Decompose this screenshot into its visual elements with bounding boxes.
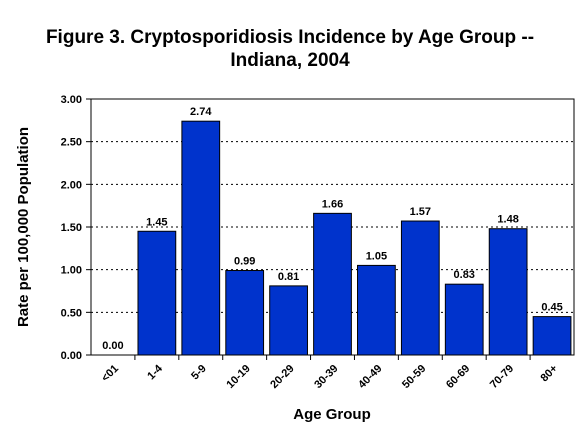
data-label: 0.81 — [278, 271, 299, 283]
data-label: 1.45 — [146, 216, 167, 228]
data-label: 2.74 — [190, 106, 212, 118]
bar — [488, 228, 528, 356]
y-tick-label: 2.00 — [61, 179, 82, 191]
bar — [357, 264, 396, 356]
bar — [532, 316, 572, 356]
data-label: 0.99 — [234, 256, 255, 268]
value-labels: 0.00 1.45 2.74 0.99 0.81 1.66 1.05 1.57 0.83 1.48… — [102, 106, 563, 352]
y-axis-ticks: 0.00 0.50 1.00 1.50 2.00 2.50 3.00 — [61, 94, 91, 362]
bar — [269, 285, 308, 356]
bar — [313, 212, 352, 356]
x-tick-label: 70-79 — [488, 363, 516, 391]
data-label: 0.00 — [102, 340, 123, 352]
data-label: 1.57 — [410, 206, 431, 218]
y-tick-label: 0.50 — [61, 307, 82, 319]
x-tick-label: 20-29 — [268, 363, 296, 391]
data-label: 1.05 — [366, 250, 387, 262]
x-axis-ticks: <01 1-4 5-9 10-19 20-29 30-39 40-49 50-59 60-69 7… — [99, 355, 560, 391]
data-label: 1.66 — [322, 198, 343, 210]
y-tick-label: 0.00 — [61, 350, 82, 362]
bar — [444, 283, 484, 356]
chart-title: Figure 3. Cryptosporidiosis Incidence by… — [0, 26, 580, 72]
y-axis-label: Rate per 100,000 Population — [15, 127, 32, 327]
bar — [400, 220, 440, 356]
x-tick-label: 1-4 — [145, 362, 165, 382]
bar — [225, 270, 265, 356]
bar — [137, 230, 177, 356]
x-tick-label: 10-19 — [224, 363, 252, 391]
x-tick-label: 60-69 — [444, 363, 472, 391]
bars — [137, 120, 572, 356]
x-tick-label: 5-9 — [189, 363, 209, 383]
bar — [181, 120, 221, 356]
x-tick-label: <01 — [99, 363, 121, 385]
data-label: 0.83 — [454, 269, 475, 281]
y-tick-label: 1.00 — [61, 265, 82, 277]
data-label: 0.45 — [541, 302, 562, 314]
y-tick-label: 1.50 — [61, 222, 82, 234]
x-tick-label: 30-39 — [312, 363, 340, 391]
chart-title-line-1: Figure 3. Cryptosporidiosis Incidence by… — [45, 27, 535, 48]
x-tick-label: 80+ — [538, 363, 560, 385]
x-tick-label: 40-49 — [356, 363, 384, 391]
x-tick-label: 50-59 — [400, 363, 428, 391]
y-tick-label: 3.00 — [61, 94, 82, 106]
x-axis-label: Age Group — [293, 406, 371, 423]
y-tick-label: 2.50 — [61, 137, 82, 149]
data-label: 1.48 — [497, 214, 518, 226]
chart-title-line-2: Indiana, 2004 — [230, 50, 350, 71]
